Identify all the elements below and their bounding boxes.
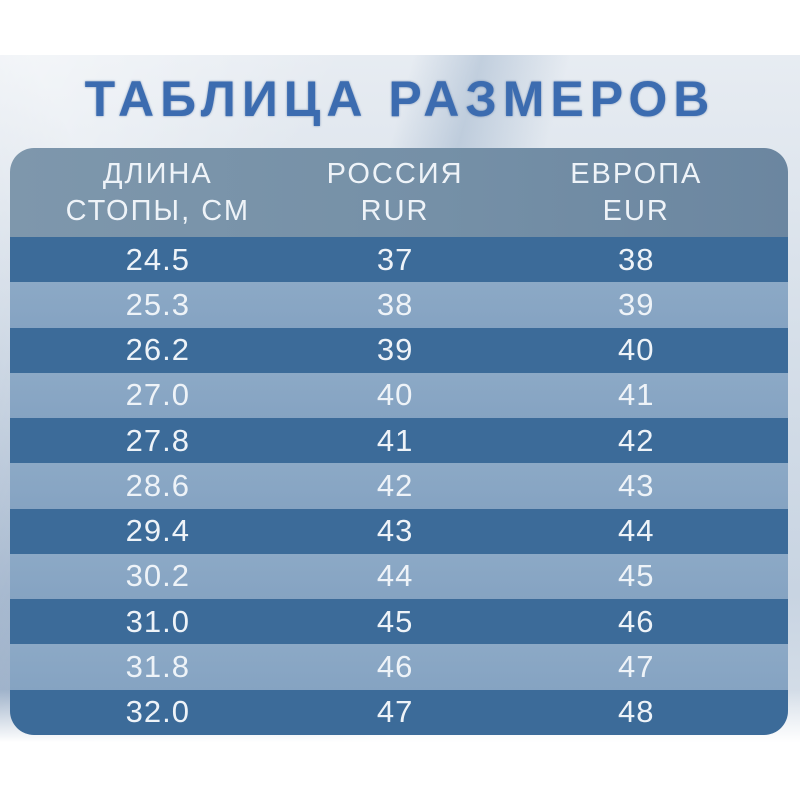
table-row: 30.2 44 45 — [10, 553, 788, 600]
table-cell: 40 — [376, 377, 414, 413]
table-cell: 27.0 — [125, 377, 190, 413]
size-table: ДЛИНА СТОПЫ, СМ РОССИЯ RUR ЕВРОПА EUR 24… — [10, 148, 788, 735]
table-row: 31.0 45 46 — [10, 599, 788, 645]
table-cell: 41 — [618, 377, 655, 413]
table-cell: 43 — [376, 513, 414, 549]
table-cell: 44 — [618, 513, 655, 549]
table-cell: 46 — [376, 649, 414, 685]
size-table-header: ДЛИНА СТОПЫ, СМ РОССИЯ RUR ЕВРОПА EUR — [10, 148, 788, 237]
column-header-line1: ДЛИНА — [102, 157, 213, 190]
table-cell: 44 — [376, 558, 414, 594]
table-cell: 29.4 — [125, 513, 190, 549]
column-header-europe: ЕВРОПА EUR — [485, 156, 788, 230]
table-cell: 38 — [376, 286, 414, 322]
table-cell: 39 — [376, 332, 414, 368]
table-cell: 31.0 — [125, 603, 190, 639]
table-row: 32.0 47 48 — [10, 689, 788, 735]
column-header-russia: РОССИЯ RUR — [306, 156, 485, 230]
column-header-line2: EUR — [602, 194, 670, 227]
table-cell: 27.8 — [125, 422, 190, 458]
table-cell: 41 — [376, 422, 414, 458]
size-table-body: 24.5 37 38 25.3 38 39 26.2 39 40 27.0 40 41 27.8 41 42… — [10, 237, 788, 735]
table-cell: 37 — [376, 241, 414, 277]
table-cell: 47 — [376, 694, 414, 730]
table-cell: 43 — [618, 467, 655, 503]
table-cell: 39 — [618, 286, 655, 322]
table-cell: 32.0 — [125, 694, 190, 730]
table-row: 27.0 40 41 — [10, 372, 788, 419]
table-row: 26.2 39 40 — [10, 327, 788, 373]
table-row: 27.8 41 42 — [10, 418, 788, 464]
table-cell: 31.8 — [125, 649, 190, 685]
table-cell: 38 — [618, 241, 655, 277]
column-header-line1: РОССИЯ — [326, 157, 464, 190]
column-header-foot-length: ДЛИНА СТОПЫ, СМ — [10, 156, 306, 230]
column-header-line2: СТОПЫ, СМ — [65, 194, 250, 227]
table-row: 31.8 46 47 — [10, 644, 788, 690]
column-header-line2: RUR — [360, 194, 430, 227]
column-header-line1: ЕВРОПА — [570, 157, 703, 190]
table-cell: 42 — [618, 422, 655, 458]
table-cell: 24.5 — [125, 241, 190, 277]
table-cell: 45 — [376, 603, 414, 639]
table-cell: 48 — [618, 694, 655, 730]
table-cell: 30.2 — [125, 558, 190, 594]
table-row: 25.3 38 39 — [10, 282, 788, 328]
table-cell: 45 — [618, 558, 655, 594]
table-cell: 42 — [376, 467, 414, 503]
table-row: 29.4 43 44 — [10, 508, 788, 554]
table-cell: 47 — [618, 649, 655, 685]
table-cell: 46 — [618, 603, 655, 639]
table-cell: 26.2 — [125, 332, 190, 368]
page-title: ТАБЛИЦА РАЗМЕРОВ — [84, 71, 716, 127]
table-cell: 25.3 — [125, 286, 190, 322]
table-cell: 28.6 — [125, 467, 190, 503]
table-row: 28.6 42 43 — [10, 463, 788, 509]
table-cell: 40 — [618, 332, 655, 368]
table-row: 24.5 37 38 — [10, 237, 788, 283]
